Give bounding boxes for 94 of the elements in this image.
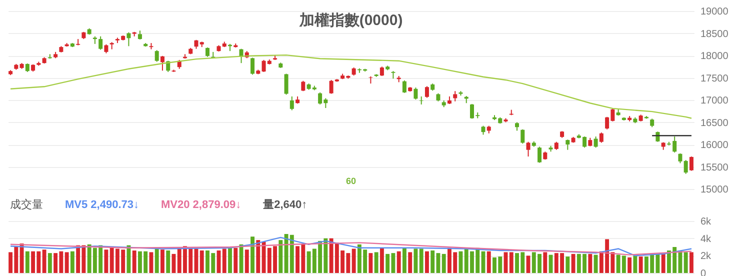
y-tick-label: 16000 [700, 140, 729, 151]
y-tick-label: 2k [700, 251, 712, 262]
bar [638, 256, 643, 273]
candlestick [684, 160, 688, 174]
bar [594, 254, 598, 273]
candlestick [414, 87, 418, 100]
bar [132, 250, 136, 273]
candlestick [154, 50, 159, 62]
bar [244, 250, 249, 273]
bar [64, 252, 69, 273]
candlestick [424, 86, 429, 98]
bar [166, 250, 170, 273]
y-tick-label: 4k [700, 234, 712, 245]
line-series [10, 242, 692, 256]
candlestick [284, 73, 288, 96]
y-tick-label: 18500 [700, 28, 729, 40]
bar [543, 252, 548, 273]
bar [571, 254, 576, 273]
candlestick [520, 128, 525, 144]
bar [442, 254, 446, 273]
bar [200, 250, 204, 273]
bar [690, 252, 694, 273]
text: 量2,640↑ [263, 199, 308, 211]
bar [425, 251, 429, 273]
bar [588, 254, 592, 273]
candlestick [402, 80, 406, 94]
candlestick [126, 32, 131, 47]
candlestick [290, 96, 294, 111]
bar [402, 248, 406, 273]
candlestick [453, 90, 458, 102]
annotation: 60 [346, 176, 356, 186]
bar [374, 252, 378, 273]
candlestick [380, 66, 384, 76]
bar [20, 244, 24, 273]
bar [430, 250, 435, 273]
candlestick [599, 132, 604, 144]
y-tick-label: 15000 [700, 184, 729, 196]
chart-title: 加權指數(0000) [298, 12, 403, 29]
candlestick [205, 46, 210, 58]
bar [633, 256, 638, 273]
candlestick [250, 57, 255, 76]
bar [509, 252, 514, 273]
bar [126, 245, 131, 273]
bar [278, 240, 283, 273]
bar [228, 248, 232, 273]
y-tick-label: 19000 [700, 6, 729, 18]
bar [661, 254, 666, 273]
y-tick-label: 15500 [700, 162, 729, 174]
bar [414, 248, 418, 273]
bar [408, 252, 412, 273]
bar [104, 250, 108, 273]
bar [42, 250, 46, 273]
bar [25, 251, 30, 273]
candlestick [526, 141, 530, 158]
candlestick [368, 76, 373, 84]
bar [419, 248, 424, 273]
bar [628, 257, 632, 273]
bar [234, 248, 238, 273]
bar [250, 236, 254, 273]
y-tick-label: 17000 [700, 96, 729, 106]
bar [486, 251, 491, 273]
bar [566, 256, 570, 273]
bar [684, 252, 688, 273]
bar [70, 251, 74, 273]
text: MV5 2,490.73↓ [65, 199, 139, 211]
candlestick [98, 36, 103, 50]
candlestick [538, 146, 542, 164]
candlestick [678, 152, 682, 164]
candlestick [419, 96, 424, 105]
y-tick-label: 16500 [700, 118, 729, 129]
bar [526, 256, 530, 273]
text: MV20 2,879.09↓ [161, 199, 242, 211]
candlestick [566, 139, 570, 150]
bar [368, 253, 373, 273]
y-tick-label: 18000 [700, 51, 729, 62]
bar [352, 248, 356, 273]
y-tick-label: 17500 [700, 73, 729, 84]
candlestick [301, 80, 306, 92]
line-series [10, 236, 692, 256]
candlestick [160, 55, 164, 72]
y-tick-label: 6k [700, 216, 712, 228]
candlestick [689, 156, 694, 172]
bar [396, 251, 401, 273]
bar [160, 250, 164, 273]
candlestick [594, 136, 598, 148]
bar [48, 253, 52, 273]
text: 成交量 [10, 199, 43, 211]
bar [504, 252, 508, 273]
bar [380, 248, 384, 273]
bar [256, 240, 260, 273]
bar [154, 247, 159, 273]
bar [222, 248, 226, 273]
bar [149, 252, 154, 273]
line-series [10, 54, 692, 119]
